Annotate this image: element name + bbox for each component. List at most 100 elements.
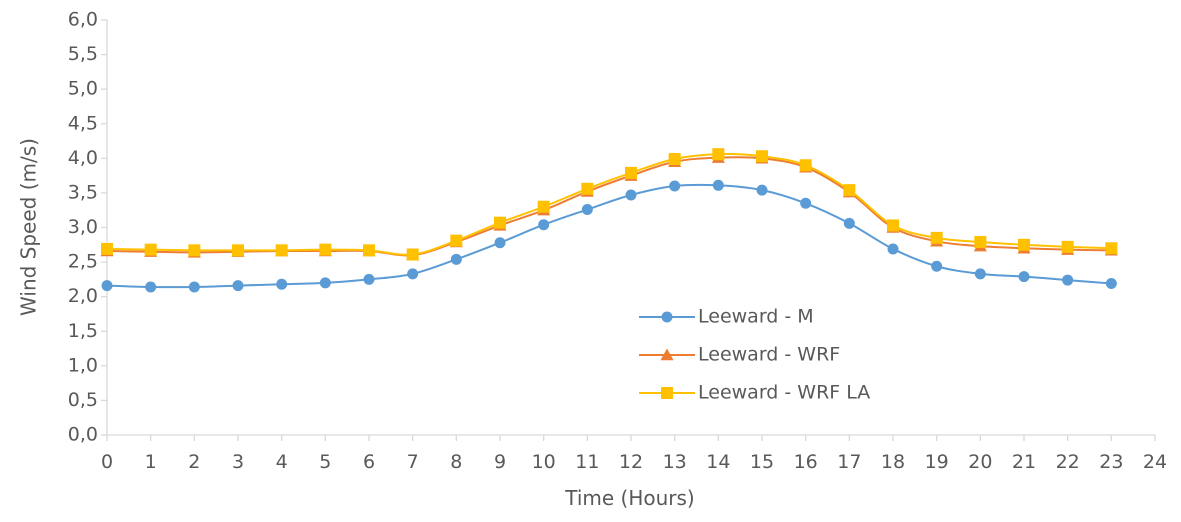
- series-3: [101, 148, 1118, 261]
- x-tick-label: 10: [532, 451, 556, 473]
- series-line: [106, 183, 1112, 289]
- x-tick-label: 2: [188, 451, 200, 473]
- data-point: [406, 248, 419, 261]
- data-point: [887, 219, 899, 232]
- x-tick-label: 22: [1056, 451, 1080, 473]
- data-point: [101, 242, 113, 255]
- data-point: [407, 268, 419, 280]
- data-point: [1062, 274, 1074, 286]
- data-point: [843, 217, 855, 229]
- x-tick-label: 18: [881, 451, 905, 473]
- x-tick-label: 14: [706, 451, 730, 473]
- x-tick-label: 0: [101, 451, 113, 473]
- legend-label: Leeward - WRF: [698, 344, 840, 366]
- data-point: [363, 273, 375, 285]
- y-tick-label: 4,5: [68, 112, 98, 134]
- data-point: [1105, 278, 1117, 290]
- x-tick-label: 23: [1099, 451, 1123, 473]
- data-point: [1105, 242, 1118, 255]
- x-tick-label: 24: [1143, 451, 1167, 473]
- x-tick-label: 6: [363, 451, 375, 473]
- x-tick-label: 3: [232, 451, 244, 473]
- series-line: [106, 153, 1112, 256]
- y-tick-label: 1,0: [68, 354, 98, 376]
- y-tick-label: 1,5: [68, 320, 98, 342]
- data-point: [145, 281, 157, 293]
- data-point: [538, 219, 550, 231]
- data-point: [756, 184, 768, 196]
- data-point: [188, 244, 201, 257]
- data-point: [101, 280, 113, 292]
- legend-item: Leeward - WRF LA: [639, 382, 870, 404]
- x-tick-label: 4: [276, 451, 288, 473]
- y-tick-label: 6,0: [68, 9, 98, 31]
- y-tick-label: 4,0: [68, 147, 98, 169]
- data-point: [276, 278, 288, 290]
- x-tick-label: 15: [750, 451, 774, 473]
- data-point: [232, 280, 244, 292]
- data-point: [537, 200, 550, 213]
- data-point: [363, 244, 375, 257]
- data-point: [144, 243, 157, 256]
- x-tick-label: 13: [663, 451, 687, 473]
- y-tick-label: 3,5: [68, 181, 98, 203]
- series-1: [101, 179, 1117, 293]
- data-point: [319, 277, 331, 289]
- data-point: [275, 244, 288, 257]
- data-point: [800, 197, 812, 209]
- y-axis-title: Wind Speed (m/s): [17, 138, 41, 316]
- y-tick-label: 5,0: [68, 78, 98, 100]
- data-point: [232, 244, 244, 257]
- legend-item: Leeward - WRF: [639, 344, 840, 366]
- axes: [101, 19, 1156, 441]
- data-point: [494, 216, 506, 229]
- y-tick-label: 3,0: [68, 216, 98, 238]
- x-tick-label: 16: [794, 451, 818, 473]
- y-tick-label: 5,5: [68, 43, 98, 65]
- data-point: [799, 159, 812, 172]
- data-point: [494, 237, 506, 249]
- data-point: [974, 268, 986, 280]
- x-tick-label: 1: [145, 451, 157, 473]
- data-point: [625, 189, 637, 201]
- data-point: [581, 204, 593, 216]
- data-point: [1018, 238, 1030, 251]
- x-tick-labels: 0 1 2 3 4 5 6 7 8 9 10 11 12 13 14 15 16 17 18 19 20 21 22 23 24: [101, 451, 1167, 473]
- data-point: [669, 180, 681, 192]
- legend-marker: [661, 311, 673, 323]
- legend-item: Leeward - M: [639, 306, 814, 328]
- x-tick-label: 17: [837, 451, 861, 473]
- legend-marker: [660, 348, 674, 361]
- data-point: [1018, 271, 1030, 283]
- data-point: [625, 166, 637, 179]
- data-point: [450, 234, 463, 247]
- x-tick-label: 11: [575, 451, 599, 473]
- data-point: [668, 153, 681, 166]
- data-point: [450, 253, 462, 265]
- data-point: [319, 243, 332, 256]
- x-tick-label: 7: [407, 451, 419, 473]
- data-point: [930, 231, 943, 244]
- y-tick-label: 0,0: [68, 424, 98, 446]
- legend-marker: [661, 387, 673, 399]
- legend-label: Leeward - M: [698, 306, 814, 328]
- data-point: [188, 281, 200, 293]
- x-tick-label: 19: [925, 451, 949, 473]
- x-axis-title: Time (Hours): [564, 486, 695, 510]
- data-point: [843, 184, 856, 197]
- y-tick-label: 2,0: [68, 285, 98, 307]
- data-point: [931, 260, 943, 272]
- data-point: [974, 236, 987, 249]
- y-tick-label: 0,5: [68, 389, 98, 411]
- y-tick-label: 2,5: [68, 251, 98, 273]
- x-tick-label: 21: [1012, 451, 1036, 473]
- data-point: [1061, 240, 1074, 253]
- x-tick-label: 5: [319, 451, 331, 473]
- x-tick-label: 12: [619, 451, 643, 473]
- data-point: [756, 150, 768, 163]
- data-point: [581, 182, 594, 195]
- series-layer: [100, 148, 1118, 293]
- x-tick-label: 20: [968, 451, 992, 473]
